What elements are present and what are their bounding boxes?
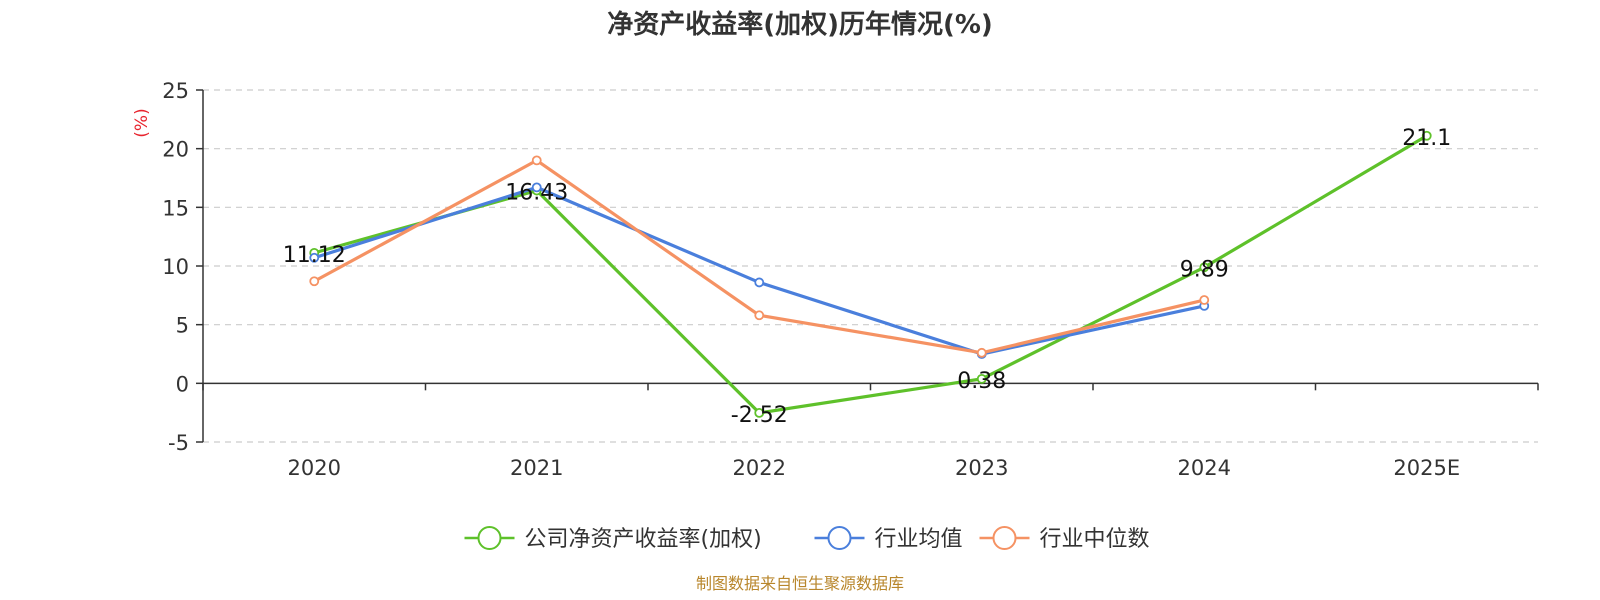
y-axis-unit-label: (%) [132,108,152,137]
legend-label-1: 行业均值 [875,527,963,552]
legend-label-0: 公司净资产收益率(加权) [525,527,762,552]
series-2-point-2022 [754,310,765,321]
legend-marker-2 [992,526,1017,550]
series-2-point-2024 [1199,295,1210,305]
x-tick-label-2024: 2024 [1178,456,1231,480]
data-labels: 11.12 16.43 -2.52 0.38 9.89 21.1 [283,126,1451,428]
x-tick-label-2023: 2023 [955,456,1008,480]
data-label-2025E: 21.1 [1402,126,1451,151]
legend-item-0[interactable]: 公司净资产收益率(加权) [464,526,762,552]
data-label-2023: 0.38 [957,369,1006,394]
axes: -5 0 5 10 15 20 25 2020 2021 2022 2023 2024 2025E [162,79,1539,480]
legend-item-1[interactable]: 行业均值 [814,526,963,552]
y-tick-label-15: 15 [162,196,189,220]
series-lines [309,130,1432,418]
data-label-2021: 16.43 [505,181,568,206]
x-tick-label-2020: 2020 [288,456,341,480]
data-label-2020: 11.12 [283,243,346,268]
y-tick-label-20: 20 [162,138,189,162]
y-tick-label--5: -5 [168,431,189,455]
x-tick-label-2021: 2021 [510,456,563,480]
series-0-point-2025E [1421,130,1432,141]
legend-item-2[interactable]: 行业中位数 [979,526,1150,552]
y-tick-label-25: 25 [162,79,189,103]
y-tick-label-0: 0 [176,372,189,396]
data-label-2022: -2.52 [731,403,788,428]
series-0-point-2024 [1199,262,1210,273]
series-1-point-2020 [309,252,320,263]
series-2-point-2020 [309,276,320,287]
y-tick-label-5: 5 [176,314,189,338]
legend[interactable]: 公司净资产收益率(加权) 行业均值 行业中位数 [464,526,1150,552]
chart-title: 净资产收益率(加权)历年情况(%) [607,9,993,40]
data-label-2024: 9.89 [1180,257,1229,282]
series-line-2 [313,158,1205,355]
grid-lines [203,89,1538,443]
series-2-point-2023 [976,347,987,358]
legend-label-2: 行业中位数 [1040,527,1150,552]
y-tick-label-10: 10 [162,255,189,279]
series-1-point-2022 [754,277,765,288]
series-line-1 [313,185,1205,356]
series-line-0 [313,134,1428,415]
series-2-point-2021 [531,155,542,166]
series-1-point-2021 [531,182,542,193]
source-note: 制图数据来自恒生聚源数据库 [696,574,904,593]
series-0-point-2022 [754,408,765,418]
legend-marker-0 [477,526,502,550]
x-tick-label-2022: 2022 [733,456,786,480]
x-tick-label-2025E: 2025E [1393,456,1460,480]
series-0-point-2023 [976,373,987,384]
legend-marker-1 [827,526,852,550]
